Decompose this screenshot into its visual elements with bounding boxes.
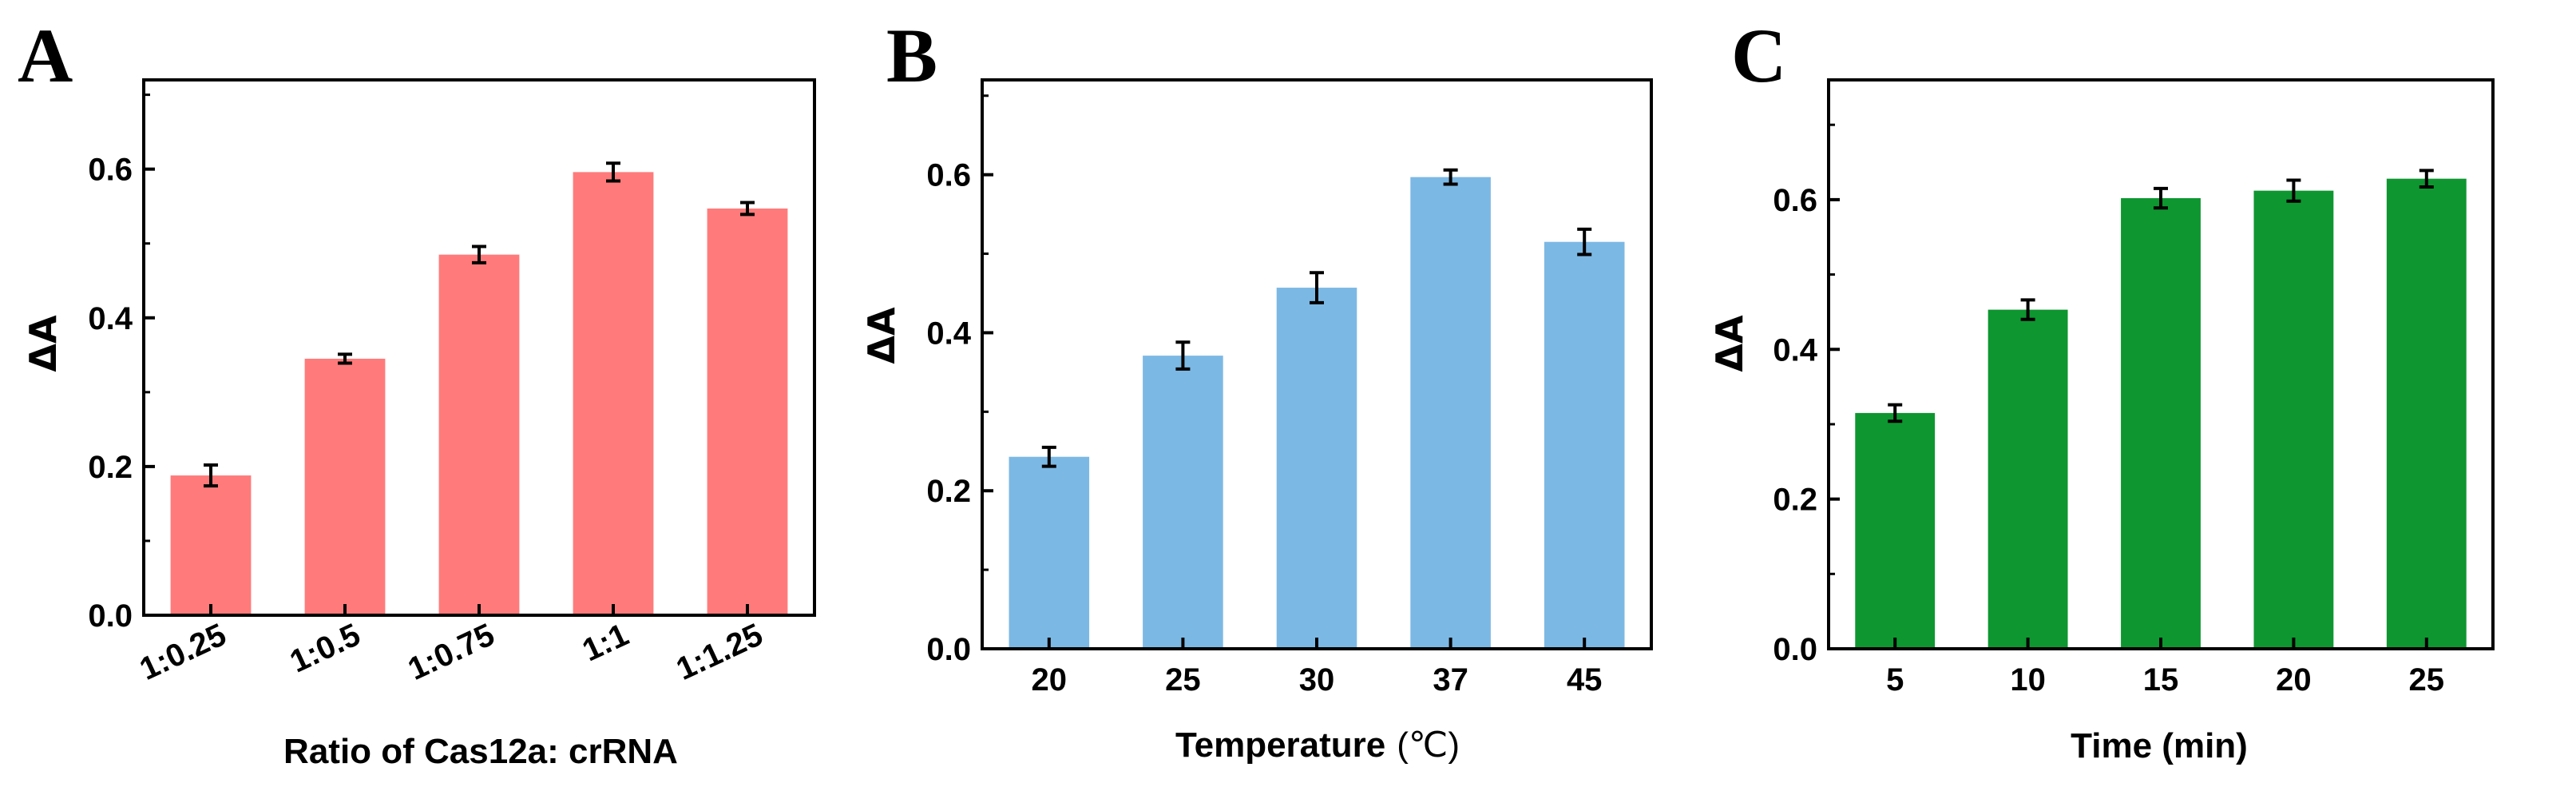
y-tick-label-a-0: 0.0 xyxy=(88,598,133,634)
bar-c-0 xyxy=(1855,412,1936,649)
bar-b-3 xyxy=(1410,177,1491,650)
y-tick-label-b-3: 0.6 xyxy=(926,158,971,193)
x-tick-label-b-4: 45 xyxy=(1567,662,1603,698)
x-axis-title-b: Temperature (℃) xyxy=(1175,725,1460,765)
y-tick-label-a-3: 0.6 xyxy=(88,153,133,188)
bar-b-4 xyxy=(1544,241,1625,649)
bar-b-0 xyxy=(1009,456,1090,649)
error-bar-b-3 xyxy=(1443,168,1458,186)
error-bar-c-2 xyxy=(2154,186,2168,210)
marks-c: 0.0 0.2 0.4 0.6 5 10 15 20 25 xyxy=(1773,78,2495,698)
y-tick-label-c-1: 0.2 xyxy=(1773,483,1817,518)
y-tick-label-c-3: 0.6 xyxy=(1773,183,1817,218)
y-axis-label-a: ΔA xyxy=(22,315,65,372)
bar-a-1 xyxy=(304,358,386,615)
y-tick-label-c-2: 0.4 xyxy=(1773,332,1817,368)
error-bar-a-3 xyxy=(606,161,620,183)
panel-a: A ΔA 0.0 0.2 0.4 0.6 1:0.25 1:0.5 1:0.75 1:1 1:1… xyxy=(18,13,816,771)
x-tick-label-a-3: 1:1 xyxy=(577,617,634,668)
y-tick-label-a-1: 0.2 xyxy=(88,450,133,485)
error-bar-a-0 xyxy=(204,463,218,488)
marks-b: 0.0 0.2 0.4 0.6 20 25 30 37 45 xyxy=(926,78,1653,698)
error-bar-b-2 xyxy=(1310,271,1324,304)
panel-letter-c: C xyxy=(1731,13,1786,98)
y-tick-label-b-1: 0.2 xyxy=(926,474,971,509)
y-tick-label-b-2: 0.4 xyxy=(926,316,971,351)
x-tick-label-c-2: 15 xyxy=(2143,662,2179,698)
y-tick-label-b-0: 0.0 xyxy=(926,632,971,667)
bar-c-2 xyxy=(2121,198,2201,649)
error-bar-a-2 xyxy=(472,244,486,264)
panel-b: B ΔA 0.0 0.2 0.4 0.6 20 25 30 37 45 Temperature (… xyxy=(860,13,1653,765)
error-bar-b-0 xyxy=(1041,445,1056,468)
y-tick-label-a-2: 0.4 xyxy=(88,301,133,336)
x-tick-label-b-0: 20 xyxy=(1032,662,1068,698)
panel-letter-b: B xyxy=(886,13,937,98)
error-bar-a-4 xyxy=(740,201,755,217)
bar-c-4 xyxy=(2386,178,2467,650)
error-bar-b-1 xyxy=(1175,340,1191,371)
x-tick-label-c-3: 20 xyxy=(2276,662,2312,698)
y-axis-label-b: ΔA xyxy=(860,307,903,364)
bar-c-1 xyxy=(1987,309,2068,649)
panel-c: C ΔA 0.0 0.2 0.4 0.6 5 10 15 20 25 Time (min) xyxy=(1708,13,2495,765)
x-tick-label-c-1: 10 xyxy=(2010,662,2046,698)
x-tick-label-a-2: 1:0.75 xyxy=(402,617,499,687)
x-tick-label-a-0: 1:0.25 xyxy=(134,617,231,687)
x-axis-title-b-unit: (℃) xyxy=(1397,725,1460,765)
error-bar-c-3 xyxy=(2286,178,2301,203)
x-tick-label-a-1: 1:0.5 xyxy=(285,617,366,679)
y-tick-label-c-0: 0.0 xyxy=(1773,632,1817,667)
bar-b-2 xyxy=(1276,288,1357,649)
bar-a-4 xyxy=(707,208,788,615)
x-axis-title-b-text: Temperature xyxy=(1175,725,1385,765)
x-tick-label-c-0: 5 xyxy=(1886,662,1904,698)
bar-a-2 xyxy=(438,254,520,615)
x-axis-title-c: Time (min) xyxy=(2071,726,2248,765)
x-tick-label-b-3: 37 xyxy=(1433,662,1468,698)
bar-a-0 xyxy=(170,475,252,615)
x-axis-title-a: Ratio of Cas12a: crRNA xyxy=(283,732,678,771)
error-bar-c-0 xyxy=(1888,403,1903,423)
bar-a-3 xyxy=(573,172,654,615)
error-bar-b-4 xyxy=(1577,227,1592,256)
bar-b-1 xyxy=(1143,356,1223,649)
bar-c-3 xyxy=(2253,190,2334,649)
x-tick-label-a-4: 1:1.25 xyxy=(671,617,767,687)
error-bar-c-1 xyxy=(2020,298,2035,321)
x-tick-label-c-4: 25 xyxy=(2409,662,2445,698)
x-tick-label-b-2: 30 xyxy=(1299,662,1335,698)
x-tick-label-b-1: 25 xyxy=(1165,662,1201,698)
y-axis-label-c: ΔA xyxy=(1708,315,1751,372)
error-bar-a-1 xyxy=(338,352,352,365)
panel-letter-a: A xyxy=(18,13,73,98)
error-bar-c-4 xyxy=(2419,169,2434,189)
marks-a: 0.0 0.2 0.4 0.6 1:0.25 1:0.5 1:0.75 1:1 1:1.25 xyxy=(88,78,816,687)
